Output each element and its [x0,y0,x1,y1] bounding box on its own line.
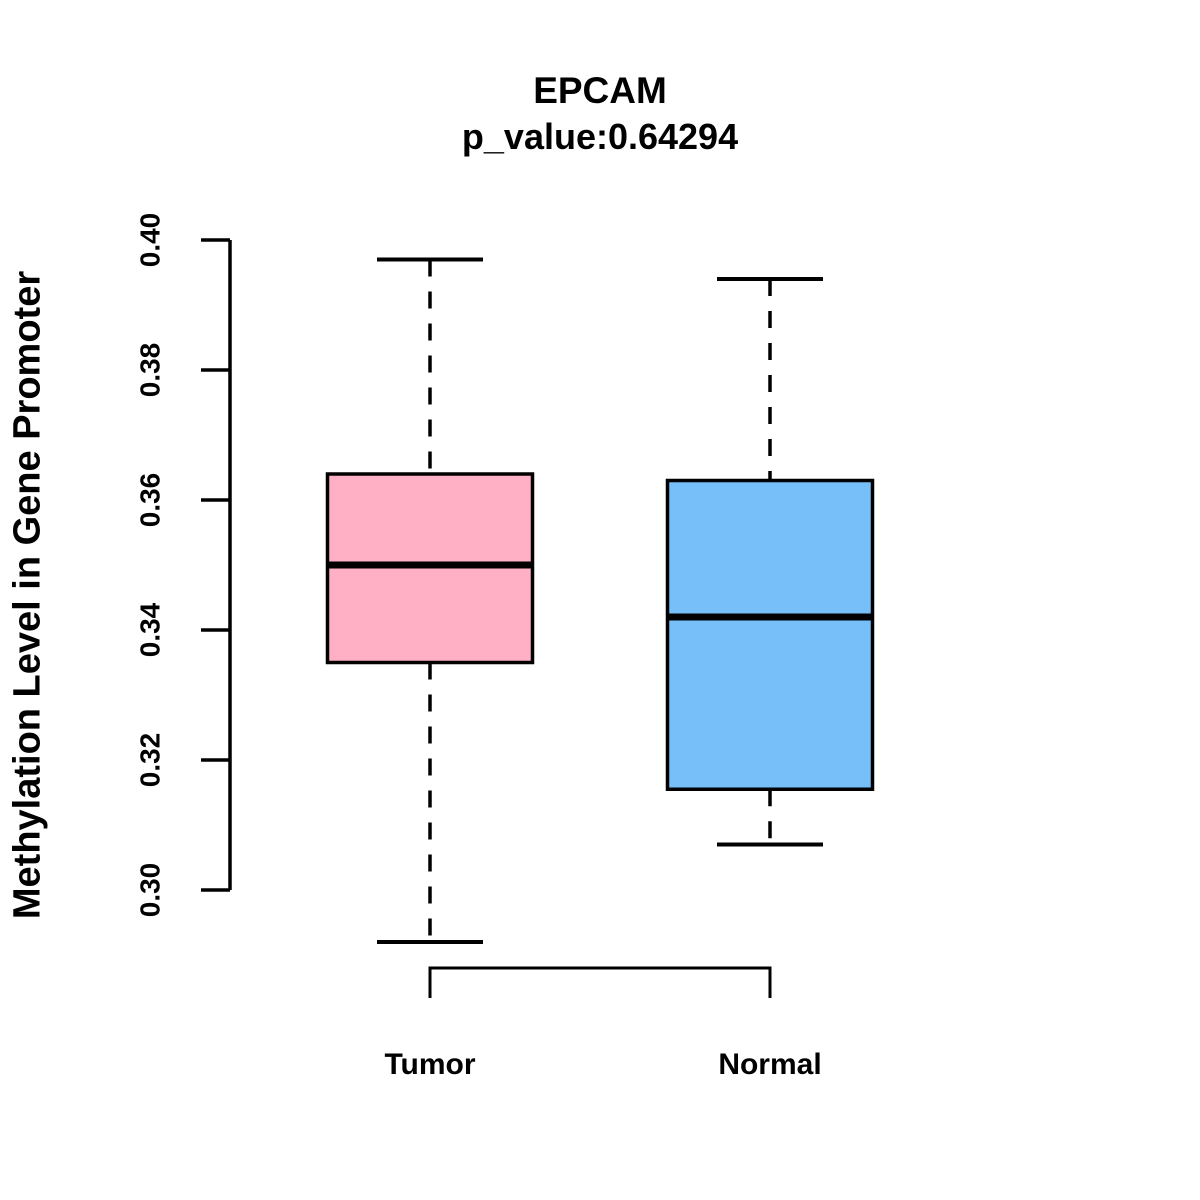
x-axis-bracket [428,966,772,998]
y-axis-tick-label: 0.38 [135,343,166,398]
category-label-tumor: Tumor [384,1048,475,1081]
y-axis-tick-label: 0.30 [135,863,166,918]
y-axis-tick-label: 0.36 [135,473,166,528]
y-axis-tick-label: 0.34 [135,602,166,657]
chart-title: EPCAM [533,70,667,111]
y-axis-tick-label: 0.40 [135,213,166,268]
chart-subtitle: p_value:0.64294 [461,116,739,157]
y-axis-tick-label: 0.32 [135,733,166,788]
box-normal [665,478,875,791]
category-label-normal: Normal [718,1048,821,1081]
